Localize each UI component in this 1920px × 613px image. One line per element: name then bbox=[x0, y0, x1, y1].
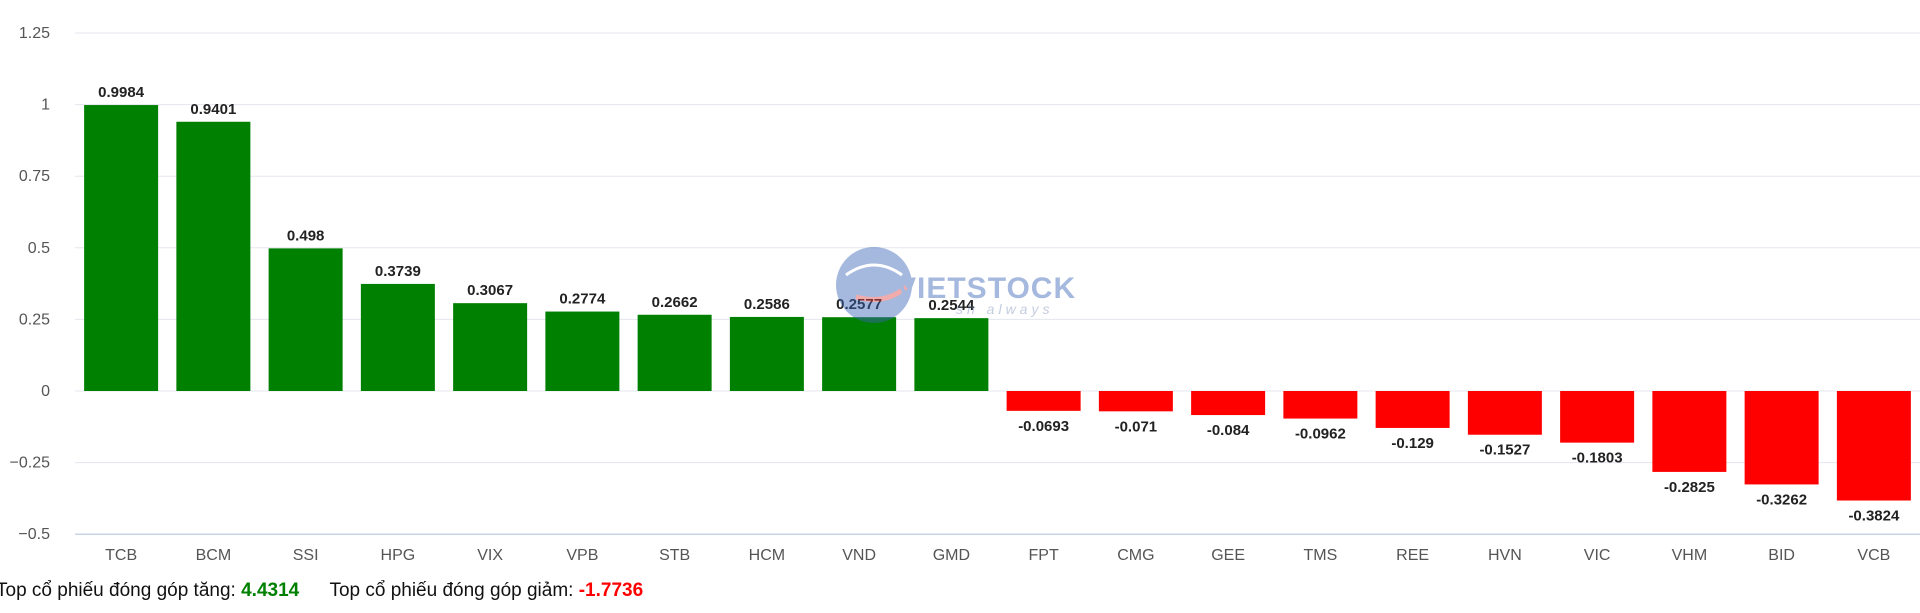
y-tick-label: 0.5 bbox=[28, 240, 50, 257]
x-tick-label: VIX bbox=[477, 547, 503, 564]
data-label: 0.2662 bbox=[652, 294, 698, 311]
x-tick-label: CMG bbox=[1117, 547, 1154, 564]
x-tick-label: GMD bbox=[933, 547, 970, 564]
bar-bcm[interactable] bbox=[176, 121, 251, 391]
data-label: -0.071 bbox=[1115, 418, 1158, 435]
data-label: -0.3262 bbox=[1756, 491, 1807, 508]
data-label: 0.2544 bbox=[928, 297, 975, 314]
data-label: -0.0693 bbox=[1018, 418, 1069, 435]
x-tick-label: TMS bbox=[1303, 547, 1337, 564]
down-contribution-label: Top cổ phiếu đóng góp giảm: bbox=[329, 580, 574, 601]
x-tick-label: VND bbox=[842, 547, 876, 564]
y-tick-label: 1.25 bbox=[19, 25, 50, 42]
x-tick-label: STB bbox=[659, 547, 690, 564]
data-label: -0.129 bbox=[1391, 435, 1434, 452]
y-tick-label: 0.75 bbox=[19, 168, 50, 185]
y-tick-label: −0.25 bbox=[10, 455, 51, 472]
x-tick-label: FPT bbox=[1029, 547, 1059, 564]
data-label: -0.0962 bbox=[1295, 426, 1346, 443]
x-tick-label: GEE bbox=[1211, 547, 1245, 564]
bar-hcm[interactable] bbox=[729, 316, 804, 391]
up-contribution-value: 4.4314 bbox=[241, 580, 300, 601]
x-tick-label: BID bbox=[1768, 547, 1795, 564]
x-tick-label: HVN bbox=[1488, 547, 1522, 564]
bar-gee[interactable] bbox=[1191, 391, 1266, 416]
bar-gmd[interactable] bbox=[914, 318, 989, 391]
bar-tcb[interactable] bbox=[84, 105, 159, 392]
data-label: -0.3824 bbox=[1848, 508, 1900, 525]
bar-vpb[interactable] bbox=[545, 311, 620, 391]
data-label: -0.1803 bbox=[1572, 450, 1623, 467]
bar-stb[interactable] bbox=[637, 314, 712, 391]
bar-hpg[interactable] bbox=[360, 283, 435, 391]
x-tick-label: VPB bbox=[566, 547, 598, 564]
up-contribution-label: Top cổ phiếu đóng góp tăng: bbox=[0, 580, 236, 601]
bars bbox=[84, 105, 1911, 501]
grid-lines bbox=[75, 32, 1920, 535]
bar-vcb[interactable] bbox=[1836, 391, 1911, 501]
summary-footer: Top cổ phiếu đóng góp tăng: 4.4314 Top c… bbox=[0, 580, 643, 602]
y-tick-label: 0.25 bbox=[19, 311, 50, 328]
data-label: 0.2586 bbox=[744, 296, 790, 313]
data-label: 0.9401 bbox=[190, 101, 236, 118]
x-tick-label: VCB bbox=[1857, 547, 1890, 564]
y-tick-label: −0.5 bbox=[18, 526, 50, 543]
bar-hvn[interactable] bbox=[1467, 391, 1542, 435]
x-tick-label: REE bbox=[1396, 547, 1429, 564]
bar-ree[interactable] bbox=[1375, 391, 1450, 428]
x-tick-label: BCM bbox=[196, 547, 232, 564]
x-tick-label: VIC bbox=[1584, 547, 1611, 564]
data-label: -0.1527 bbox=[1479, 442, 1530, 459]
x-tick-label: HCM bbox=[749, 547, 785, 564]
x-tick-label: HPG bbox=[381, 547, 416, 564]
bar-vic[interactable] bbox=[1560, 391, 1635, 443]
bar-fpt[interactable] bbox=[1006, 391, 1081, 411]
bar-bid[interactable] bbox=[1744, 391, 1819, 485]
data-label: 0.2774 bbox=[559, 291, 606, 308]
data-label: -0.084 bbox=[1207, 422, 1250, 439]
data-label: 0.3739 bbox=[375, 263, 421, 280]
y-axis-ticks: 1.25 1 0.75 0.5 0.25 0 −0.25 −0.5 bbox=[10, 25, 51, 543]
data-label: 0.3067 bbox=[467, 282, 513, 299]
bar-cmg[interactable] bbox=[1098, 391, 1173, 412]
data-label: 0.2577 bbox=[836, 296, 882, 313]
bar-vnd[interactable] bbox=[822, 317, 897, 391]
bar-vix[interactable] bbox=[453, 303, 528, 391]
data-label: 0.498 bbox=[287, 227, 325, 244]
x-axis-ticks: TCB BCM SSI HPG VIX VPB STB HCM VND GMD FPT CMG GEE T… bbox=[105, 547, 1890, 564]
x-tick-label: SSI bbox=[293, 547, 319, 564]
data-label: 0.9984 bbox=[98, 84, 145, 101]
x-tick-label: VHM bbox=[1672, 547, 1708, 564]
bar-tms[interactable] bbox=[1283, 391, 1358, 419]
bar-ssi[interactable] bbox=[268, 248, 343, 391]
x-tick-label: TCB bbox=[105, 547, 137, 564]
data-label: -0.2825 bbox=[1664, 479, 1715, 496]
bar-vhm[interactable] bbox=[1652, 391, 1727, 472]
down-contribution-value: -1.7736 bbox=[578, 580, 644, 601]
y-tick-label: 1 bbox=[41, 97, 50, 114]
y-tick-label: 0 bbox=[41, 383, 50, 400]
data-labels: 0.9984 0.9401 0.498 0.3739 0.3067 0.2774 0.266… bbox=[98, 84, 1900, 524]
